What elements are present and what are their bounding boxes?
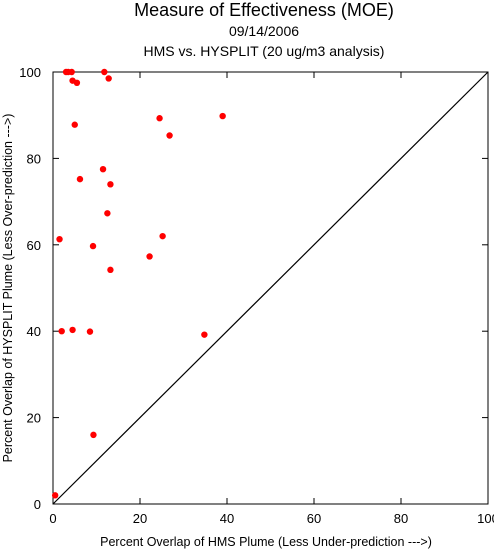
data-point (90, 431, 97, 439)
y-axis-label: Percent Overlap of HYSPLIT Plume (Less O… (1, 114, 15, 463)
data-point (101, 68, 108, 76)
data-point (146, 253, 153, 260)
y-tick-label: 20 (27, 411, 41, 426)
chart-date: 09/14/2006 (229, 23, 299, 39)
data-point (156, 115, 163, 122)
chart-analysis-subtitle: HMS vs. HYSPLIT (20 ug/m3 analysis) (144, 43, 385, 59)
data-point (86, 328, 94, 335)
y-axis-ticks: 0 20 40 60 80 100 (19, 65, 488, 512)
data-point (107, 181, 114, 188)
data-point (99, 166, 107, 173)
x-tick-label: 20 (133, 511, 147, 526)
x-axis-label: Percent Overlap of HMS Plume (Less Under… (100, 535, 432, 549)
data-point (219, 112, 226, 120)
plot-area (52, 71, 489, 505)
x-axis-ticks: 0 20 40 60 80 100 (49, 72, 494, 526)
x-tick-label: 80 (394, 511, 408, 526)
data-point (89, 242, 97, 250)
one-to-one-reference-line (52, 71, 489, 505)
data-point (58, 328, 65, 335)
x-tick-label: 100 (477, 511, 494, 526)
x-tick-label: 0 (49, 511, 56, 526)
data-point (105, 75, 112, 82)
data-point (159, 232, 166, 240)
y-tick-label: 80 (27, 151, 41, 166)
data-point (73, 79, 81, 87)
y-tick-label: 100 (19, 65, 41, 80)
data-point (76, 175, 84, 183)
data-point (56, 235, 63, 243)
data-point (71, 121, 78, 128)
chart-title: Measure of Effectiveness (MOE) (134, 0, 394, 20)
y-tick-label: 60 (27, 238, 41, 253)
data-point (166, 132, 173, 139)
y-tick-label: 0 (34, 497, 41, 512)
data-point (69, 326, 76, 334)
data-point (51, 492, 59, 499)
y-tick-label: 40 (27, 324, 41, 339)
x-tick-label: 60 (307, 511, 321, 526)
data-point (68, 68, 75, 76)
data-point (201, 331, 208, 338)
data-point (104, 210, 111, 217)
x-tick-label: 40 (220, 511, 234, 526)
data-points (51, 68, 226, 499)
data-point (107, 266, 114, 274)
